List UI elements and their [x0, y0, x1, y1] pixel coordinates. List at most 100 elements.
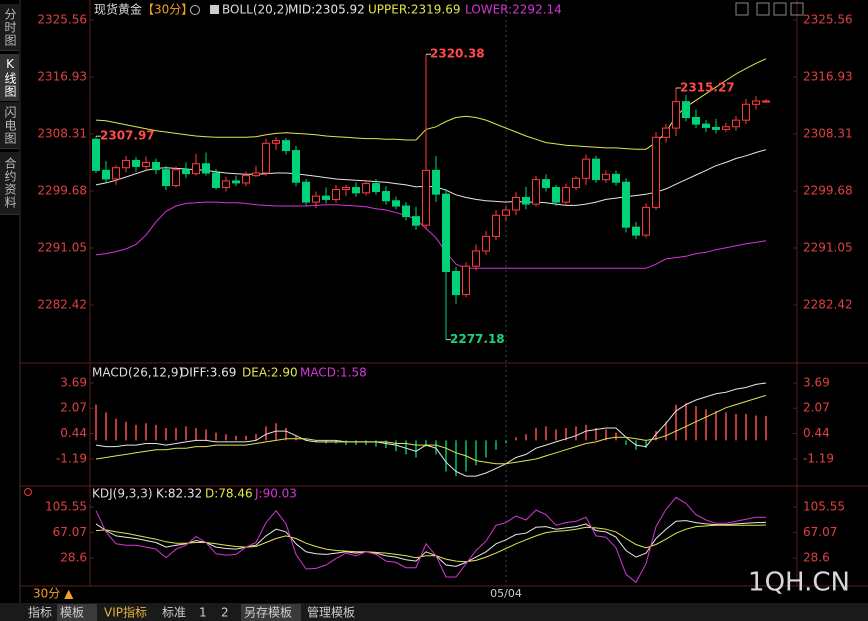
candle-body	[92, 138, 100, 171]
candle-body	[652, 136, 660, 208]
y-tick-label: 3.69	[803, 376, 830, 390]
y-tick-label: 2282.42	[37, 298, 87, 312]
candle-body	[662, 127, 670, 138]
candle-body	[252, 172, 260, 177]
candle-body	[432, 169, 440, 195]
sidebar-tab[interactable]: 闪电图	[0, 102, 19, 149]
candle-body	[492, 214, 500, 237]
candle-body	[162, 169, 170, 187]
candle-body	[562, 187, 570, 203]
tab[interactable]: VIP指标	[104, 605, 147, 620]
candle-body	[232, 180, 240, 184]
y-tick-label: 2316.93	[37, 70, 87, 84]
candle-body	[462, 265, 470, 296]
y-tick-label: 28.6	[803, 551, 830, 565]
sidebar-tab[interactable]: 分时图	[0, 4, 19, 51]
candle-body	[622, 181, 630, 228]
icon[interactable]	[190, 5, 200, 15]
y-tick-label: 2282.42	[803, 298, 853, 312]
sidebar-tab[interactable]: K线图	[0, 54, 19, 101]
candle-body	[392, 200, 400, 207]
candle-body	[592, 158, 600, 181]
legend-entry: UPPER:2319.69	[368, 3, 460, 17]
tab[interactable]: 另存模板	[244, 606, 292, 620]
candle-body	[502, 209, 510, 216]
candle-body	[402, 205, 410, 218]
icon[interactable]	[210, 5, 219, 14]
candle-body	[372, 183, 380, 193]
candle-body	[322, 195, 330, 200]
indicator-label: KDJ(9,3,3)	[92, 487, 153, 501]
sidebar-tab[interactable]: 合约资料	[0, 152, 19, 215]
y-tick-label: 2316.93	[803, 70, 853, 84]
candle-body	[312, 195, 320, 203]
tab-highlight	[57, 604, 97, 621]
legend-entry: DEA:2.90	[242, 366, 298, 380]
y-tick-label: 2.07	[60, 401, 87, 415]
candle-body	[302, 181, 310, 203]
y-tick-label: 2291.05	[37, 241, 87, 255]
candle-body	[242, 175, 250, 184]
period-label: 【30分】	[142, 3, 193, 17]
extreme-label: 2277.18	[450, 332, 505, 346]
candle-body	[182, 169, 190, 175]
candle-body	[512, 196, 520, 211]
legend-entry: MACD:1.58	[300, 366, 367, 380]
candle-body	[342, 187, 350, 191]
icon[interactable]	[773, 2, 787, 16]
y-tick-label: 2291.05	[803, 241, 853, 255]
candle-body	[292, 150, 300, 183]
tab[interactable]: 2	[221, 606, 229, 620]
tab[interactable]: 管理模板	[307, 605, 355, 620]
macd-line	[95, 394, 767, 465]
candle-body	[142, 161, 150, 167]
candle-body	[522, 196, 530, 205]
kdj-line	[95, 524, 767, 563]
candle-body	[382, 191, 390, 202]
tab[interactable]: 1	[199, 606, 207, 620]
tab[interactable]: 指标	[28, 605, 52, 620]
tab[interactable]: 标准	[162, 606, 186, 620]
icon[interactable]	[24, 488, 32, 496]
candle-body	[582, 158, 590, 179]
candle-body	[362, 183, 370, 194]
period-button[interactable]: 30分 ▲	[33, 587, 74, 601]
tab-bar	[0, 603, 868, 621]
candle-body	[682, 101, 690, 119]
indicator-label: MACD(26,12,9)	[92, 366, 183, 380]
candle-body	[202, 163, 210, 174]
candle-body	[352, 187, 360, 194]
candle-body	[192, 163, 200, 175]
candle-body	[532, 179, 540, 205]
y-tick-label: 67.07	[53, 525, 87, 539]
y-tick-label: -1.19	[56, 451, 87, 465]
tab[interactable]: 模板	[60, 606, 84, 620]
y-tick-label: 2308.31	[37, 126, 87, 140]
candle-body	[102, 169, 110, 180]
y-tick-label: 28.6	[60, 551, 87, 565]
candle-body	[172, 169, 180, 187]
icon[interactable]	[756, 2, 770, 16]
icon[interactable]	[790, 2, 804, 16]
candle-body	[692, 117, 700, 125]
candle-body	[702, 123, 710, 128]
legend-entry: MID:2305.92	[288, 3, 365, 17]
boll-line	[95, 201, 767, 269]
candle-body	[262, 142, 270, 174]
candle-body	[712, 126, 720, 130]
candle-body	[122, 159, 130, 169]
y-tick-label: 0.44	[803, 426, 830, 440]
y-tick-label: 105.55	[803, 499, 845, 513]
legend-entry: K:82.32	[156, 487, 202, 501]
candle-body	[672, 101, 680, 129]
icon[interactable]	[735, 2, 749, 16]
window-icons	[735, 2, 804, 16]
candle-body	[212, 172, 220, 189]
extreme-label: 2307.97	[100, 129, 155, 143]
candle-body	[482, 235, 490, 252]
y-tick-label: 3.69	[60, 376, 87, 390]
candle-body	[272, 140, 280, 144]
